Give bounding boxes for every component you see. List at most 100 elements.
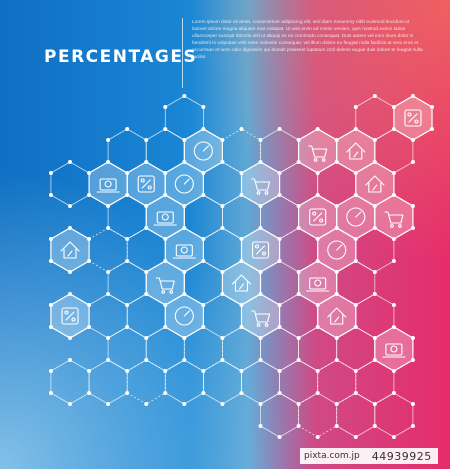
icon-hex <box>240 161 281 207</box>
network-node <box>48 171 53 175</box>
network-node <box>125 193 130 197</box>
network-node <box>48 193 53 197</box>
network-node <box>353 325 358 329</box>
network-node <box>201 127 206 131</box>
network-node <box>391 303 396 307</box>
network-node <box>144 336 149 340</box>
network-node <box>239 127 244 131</box>
network-node <box>163 325 168 329</box>
network-node <box>372 94 377 98</box>
network-node <box>87 237 92 241</box>
network-node <box>258 270 263 274</box>
network-node <box>220 358 225 362</box>
network-node <box>410 424 415 428</box>
network-node <box>296 336 301 340</box>
network-node <box>87 171 92 175</box>
network-node <box>220 336 225 340</box>
network-node <box>144 160 149 164</box>
hex-cell <box>88 293 128 339</box>
network-node <box>68 358 72 362</box>
hex-cell <box>107 260 147 306</box>
network-node <box>391 325 396 329</box>
network-node <box>334 292 339 296</box>
network-node <box>163 391 168 395</box>
cart-percentage-icon <box>174 174 194 194</box>
network-node <box>48 237 53 241</box>
credit-card-percentage-icon <box>96 178 120 193</box>
hex-cell <box>241 359 281 405</box>
speedometer-icon <box>137 175 155 193</box>
network-node <box>239 391 244 395</box>
network-node <box>201 105 206 109</box>
network-node <box>315 259 320 263</box>
network-node <box>125 127 130 131</box>
network-node <box>258 204 263 208</box>
body-text: Lorem ipsum dolor sit amet, consectetuer… <box>192 20 423 60</box>
network-node <box>391 127 396 131</box>
network-node <box>220 138 225 142</box>
network-node <box>48 325 53 329</box>
network-node <box>68 226 72 230</box>
network-node <box>144 402 149 406</box>
growth-chart-icon <box>60 241 80 259</box>
network-node <box>315 369 320 373</box>
network-node <box>277 237 282 241</box>
network-node <box>106 138 111 142</box>
coupon-icon <box>384 211 404 228</box>
network-node <box>68 402 72 406</box>
network-node <box>334 204 339 208</box>
network-node <box>334 138 339 142</box>
network-node <box>258 292 263 296</box>
car-percentage-icon <box>327 240 347 260</box>
network-node <box>48 259 53 263</box>
network-node <box>144 204 149 208</box>
network-node <box>353 369 358 373</box>
bar-chart-icon <box>155 277 175 294</box>
network-node <box>106 358 111 362</box>
network-node <box>353 259 358 263</box>
network-node <box>201 303 206 307</box>
network-node <box>258 226 263 230</box>
network-node <box>353 171 358 175</box>
network-node <box>258 358 263 362</box>
watermark-badge: pixta.com.jp 44939925 <box>300 448 438 464</box>
hex-cell <box>107 326 147 372</box>
network-node <box>353 391 358 395</box>
network-node <box>372 204 377 208</box>
network-node <box>182 138 187 142</box>
hex-cell <box>279 359 319 405</box>
network-node <box>410 358 415 362</box>
network-node <box>410 138 415 142</box>
network-node <box>48 391 53 395</box>
hex-cell <box>50 161 90 207</box>
network-node <box>239 369 244 373</box>
network-node <box>125 369 130 373</box>
network-node <box>201 171 206 175</box>
network-node <box>68 270 72 274</box>
network-node <box>296 204 301 208</box>
network-node <box>48 303 53 307</box>
network-node <box>258 138 263 142</box>
network-node <box>220 292 225 296</box>
network-node <box>334 424 339 428</box>
speedometer-icon <box>61 307 79 325</box>
network-node <box>106 336 111 340</box>
network-node <box>87 391 92 395</box>
moneybag-percentage-icon <box>346 142 366 160</box>
network-node <box>144 358 149 362</box>
network-node <box>429 105 434 109</box>
network-node <box>144 292 149 296</box>
network-node <box>239 259 244 263</box>
network-node <box>296 138 301 142</box>
network-node <box>372 402 377 406</box>
percentage-tag-icon <box>404 109 422 127</box>
network-node <box>163 369 168 373</box>
network-node <box>239 303 244 307</box>
network-node <box>125 325 130 329</box>
network-node <box>277 193 282 197</box>
network-node <box>258 336 263 340</box>
network-node <box>315 237 320 241</box>
network-node <box>334 160 339 164</box>
network-node <box>410 226 415 230</box>
network-node <box>315 171 320 175</box>
